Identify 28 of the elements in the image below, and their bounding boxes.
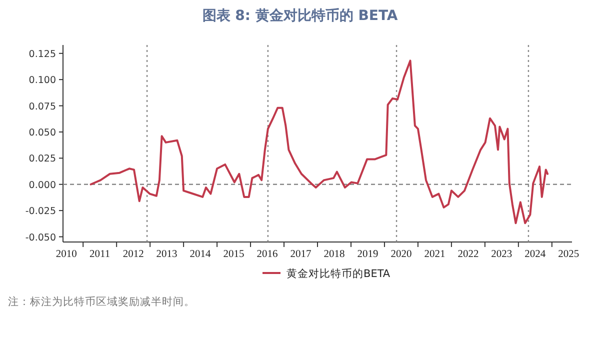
x-tick-label: 2021 <box>424 249 446 260</box>
chart-title: 图表 8: 黄金对比特币的 BETA <box>202 7 398 24</box>
x-tick-label: 2023 <box>491 249 512 260</box>
y-tick-label: -0.025 <box>25 206 56 218</box>
x-tick-label: 2018 <box>324 249 345 260</box>
x-tick-label: 2013 <box>156 249 178 260</box>
y-tick-label: 0.125 <box>28 48 56 60</box>
x-tick-label: 2014 <box>190 249 212 260</box>
line-series <box>90 60 549 224</box>
x-tick-label: 2025 <box>558 249 580 260</box>
y-tick-label: 0.100 <box>28 75 56 86</box>
legend-label: 黄金对比特币的BETA <box>286 267 391 280</box>
x-tick-label: 2017 <box>290 249 312 260</box>
x-tick-label: 2020 <box>390 249 412 260</box>
x-tick-label: 2010 <box>56 249 77 260</box>
x-tick-label: 2016 <box>256 249 278 260</box>
y-tick-label: 0.025 <box>28 154 56 165</box>
x-tick-label: 2024 <box>524 249 546 260</box>
x-tick-label: 2015 <box>223 249 244 260</box>
y-tick-label: 0.075 <box>28 101 56 112</box>
x-tick-label: 2011 <box>90 249 110 260</box>
y-tick-label: 0.000 <box>28 180 56 191</box>
y-tick-label: 0.050 <box>28 127 56 138</box>
text: 注：标注为比特币区域奖励减半时间。 <box>8 295 195 308</box>
x-tick-label: 2022 <box>458 249 479 260</box>
y-tick-label: -0.050 <box>25 232 56 244</box>
x-tick-label: 2012 <box>122 249 144 260</box>
x-tick-label: 2019 <box>357 249 378 260</box>
